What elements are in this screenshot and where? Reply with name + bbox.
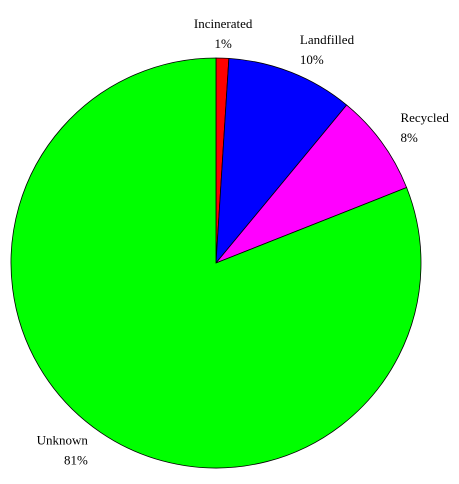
slice-value-label: 8% bbox=[400, 130, 418, 145]
slice-label: Incinerated bbox=[194, 16, 253, 31]
slice-label: Landfilled bbox=[300, 32, 355, 47]
slice-value-label: 81% bbox=[64, 453, 88, 468]
pie-slice bbox=[215, 104, 408, 264]
slice-label: Unknown bbox=[37, 433, 89, 448]
pie-slice bbox=[215, 57, 348, 265]
pie-slice bbox=[10, 57, 422, 469]
slice-value-label: 10% bbox=[300, 52, 324, 67]
slice-label: Recycled bbox=[400, 110, 449, 125]
slice-value-label: 1% bbox=[214, 36, 232, 51]
